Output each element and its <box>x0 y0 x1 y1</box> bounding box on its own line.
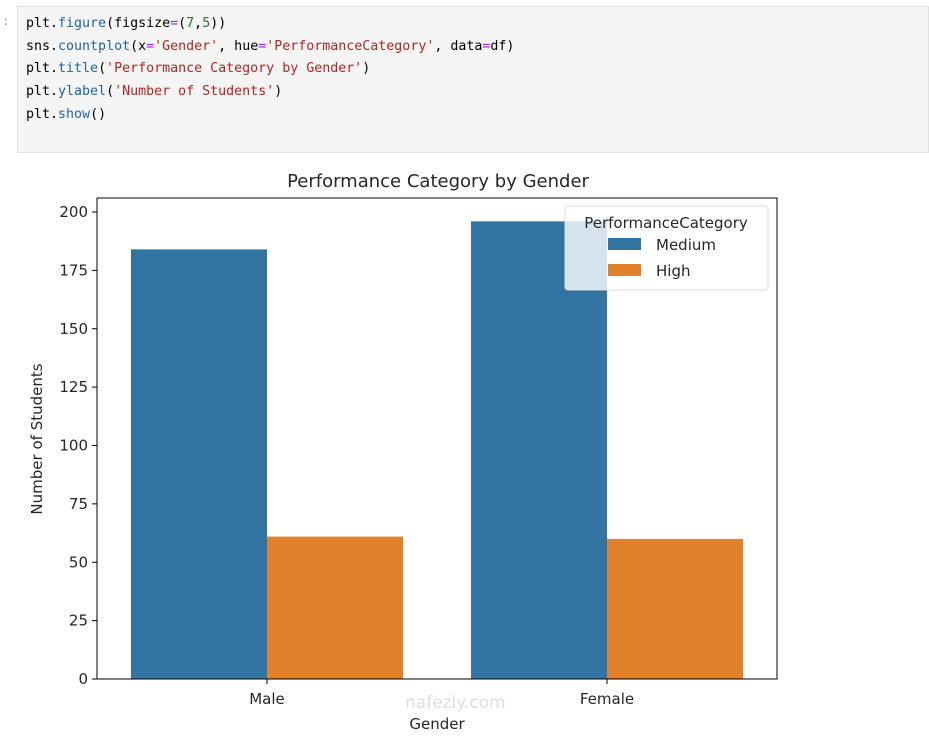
y-axis-label: Number of Students <box>28 363 46 514</box>
y-tick-label: 150 <box>59 320 88 338</box>
code-line: plt.show() <box>26 106 107 122</box>
y-tick-label: 75 <box>69 495 88 513</box>
x-tick-label: Female <box>580 690 634 708</box>
legend: PerformanceCategory Medium High <box>564 205 769 291</box>
bar-male-high <box>267 536 403 679</box>
bar-male-medium <box>131 249 267 680</box>
legend-label: Medium <box>656 236 716 254</box>
code-line: plt.ylabel('Number of Students') <box>26 84 283 100</box>
axes-frame <box>96 197 778 680</box>
x-tick-label: Male <box>249 690 285 708</box>
chart-title: Performance Category by Gender <box>287 171 589 192</box>
code-line: plt.title('Performance Category by Gende… <box>26 61 371 77</box>
bar-female-medium <box>471 221 607 679</box>
y-tick-label: 200 <box>59 203 88 221</box>
y-tick-label: 125 <box>59 378 88 396</box>
code-line: sns.countplot(x='Gender', hue='Performan… <box>26 38 515 54</box>
legend-label: High <box>656 262 690 280</box>
legend-title: PerformanceCategory <box>584 214 748 232</box>
legend-swatch-high <box>608 264 641 276</box>
y-tick-label: 50 <box>69 553 88 571</box>
code-line: plt.figure(figsize=(7,5)) <box>26 16 227 31</box>
code-cell[interactable]: plt.figure(figsize=(7,5)) sns.countplot(x… <box>17 6 929 153</box>
code-editor[interactable]: plt.figure(figsize=(7,5)) sns.countplot(x… <box>26 13 514 127</box>
bar-female-high <box>607 538 743 679</box>
y-tick-label: 25 <box>69 612 88 630</box>
x-axis-label: Gender <box>409 715 465 733</box>
y-tick-label: 100 <box>59 437 88 455</box>
cell-prompt: : <box>2 14 10 28</box>
y-tick-label: 0 <box>78 670 88 688</box>
watermark: nafezly.com <box>405 693 506 713</box>
y-tick-label: 175 <box>59 261 88 279</box>
legend-swatch-medium <box>608 238 641 250</box>
